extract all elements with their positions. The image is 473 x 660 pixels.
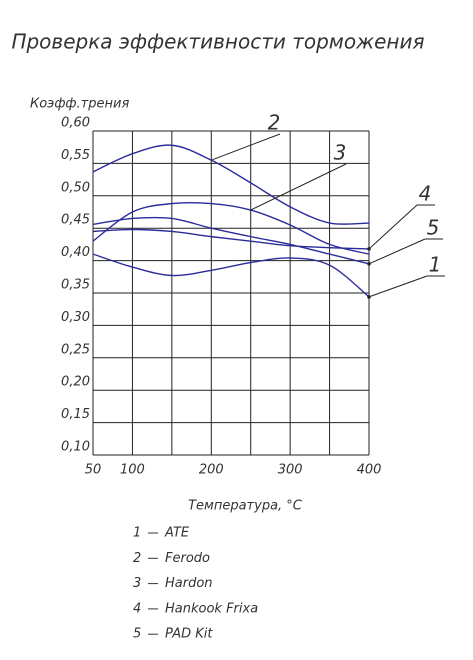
y-tick-label: 0,20	[61, 375, 90, 390]
callout-leader	[368, 238, 426, 265]
y-tick-label: 0,40	[61, 245, 90, 260]
callout-leader	[250, 163, 347, 211]
y-tick-label: 0,55	[61, 148, 90, 163]
x-tick-label: 400	[357, 463, 382, 478]
callout-dot	[367, 295, 371, 299]
y-tick-label: 0,50	[61, 180, 90, 195]
callout-leader	[211, 133, 281, 161]
x-tick-label: 300	[278, 463, 303, 478]
y-tick-label: 0,10	[61, 440, 90, 455]
legend-number: 1	[133, 526, 141, 541]
legend-label: PAD Kit	[165, 627, 213, 642]
legend-number: 3	[133, 576, 141, 591]
callout-label: 3	[334, 141, 347, 165]
callout-leader	[368, 275, 428, 298]
x-tick-label: 50	[85, 463, 102, 478]
legend-label: Hankook Frixa	[165, 601, 258, 616]
callout-label: 5	[427, 216, 440, 240]
legend-number: 4	[133, 601, 141, 616]
y-tick-label: 0,60	[61, 116, 90, 131]
series-line	[92, 216, 370, 265]
legend-label: Hardon	[165, 576, 213, 591]
series-line	[92, 228, 370, 250]
y-tick-label: 0,45	[61, 213, 90, 228]
series-line	[92, 201, 370, 255]
y-tick-label: 0,30	[61, 310, 90, 325]
legend-number: 5	[133, 627, 141, 642]
x-axis-label: Температура, °С	[188, 499, 303, 514]
y-tick-label: 0,15	[61, 407, 90, 422]
callout-label: 1	[429, 253, 442, 277]
y-tick-label: 0,25	[61, 342, 90, 357]
series-line	[92, 253, 370, 298]
callout-label: 4	[419, 182, 432, 206]
chart-title: Проверка эффективности торможения	[11, 30, 424, 54]
callout-dot	[367, 262, 371, 266]
legend-number: 2	[133, 551, 141, 566]
x-tick-label: 100	[120, 463, 145, 478]
legend-label: Ferodo	[165, 551, 210, 566]
legend-label: ATE	[164, 526, 190, 541]
callout-leader	[368, 204, 418, 250]
y-axis-label: Коэфф.трения	[30, 97, 129, 112]
x-tick-label: 200	[199, 463, 224, 478]
callout-dot	[367, 247, 371, 251]
callout-label: 2	[268, 111, 281, 135]
series-line	[92, 144, 370, 225]
y-tick-label: 0,35	[61, 278, 90, 293]
